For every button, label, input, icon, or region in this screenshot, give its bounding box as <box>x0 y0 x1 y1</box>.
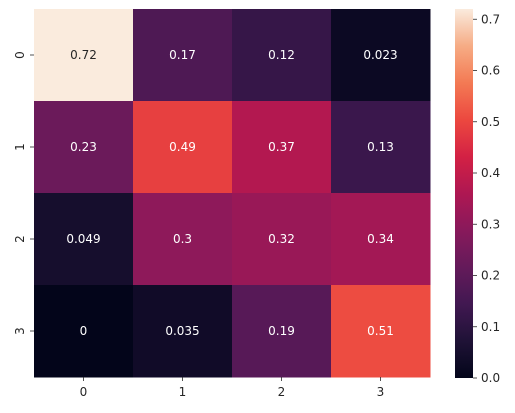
heatmap-cell-3-2 <box>232 285 332 378</box>
cell-annotation-0-1: 0.17 <box>169 48 196 62</box>
colorbar-tick-label-2: 0.2 <box>481 269 500 283</box>
y-tick-label-0: 0 <box>13 51 27 59</box>
y-tick-label-2: 2 <box>13 235 27 243</box>
cell-annotation-1-3: 0.13 <box>367 140 394 154</box>
heatmap-cells <box>34 9 431 378</box>
y-axis: 0 1 2 3 <box>13 51 34 335</box>
heatmap-cell-0-2 <box>232 9 332 102</box>
colorbar: 0.0 0.1 0.2 0.3 0.4 0.5 0.6 0.7 <box>455 9 500 385</box>
heatmap-cell-1-3 <box>331 101 431 194</box>
cell-annotation-2-3: 0.34 <box>367 232 394 246</box>
heatmap-cell-3-0 <box>34 285 134 378</box>
heatmap-cell-0-3 <box>331 9 431 102</box>
cell-annotation-3-3: 0.51 <box>367 324 394 338</box>
colorbar-tick-label-0: 0.0 <box>481 371 500 385</box>
colorbar-tick-label-1: 0.1 <box>481 320 500 334</box>
x-tick-label-3: 3 <box>377 385 385 399</box>
heatmap-cell-0-1 <box>133 9 233 102</box>
heatmap-cell-1-2 <box>232 101 332 194</box>
heatmap-cell-2-2 <box>232 193 332 286</box>
cell-annotation-2-1: 0.3 <box>173 232 192 246</box>
cell-annotation-2-0: 0.049 <box>66 232 100 246</box>
heatmap-cell-3-1 <box>133 285 233 378</box>
cell-annotation-2-2: 0.32 <box>268 232 295 246</box>
heatmap-cell-0-0 <box>34 9 134 102</box>
heatmap-cell-1-0 <box>34 101 134 194</box>
cell-annotation-1-0: 0.23 <box>70 140 97 154</box>
heatmap-cell-2-1 <box>133 193 233 286</box>
colorbar-tick-label-6: 0.6 <box>481 64 500 78</box>
x-axis: 0 1 2 3 <box>80 377 385 399</box>
colorbar-tick-label-5: 0.5 <box>481 115 500 129</box>
heatmap-cell-2-0 <box>34 193 134 286</box>
heatmap-annotations: 0.72 0.17 0.12 0.023 0.23 0.49 0.37 0.13 0.049 0.… <box>66 48 397 338</box>
heatmap-cell-1-1 <box>133 101 233 194</box>
cell-annotation-0-0: 0.72 <box>70 48 97 62</box>
colorbar-tick-label-7: 0.7 <box>481 12 500 26</box>
colorbar-gradient <box>455 9 473 378</box>
x-tick-label-0: 0 <box>80 385 88 399</box>
colorbar-tick-label-4: 0.4 <box>481 166 500 180</box>
x-tick-label-2: 2 <box>278 385 286 399</box>
heatmap-cell-2-3 <box>331 193 431 286</box>
cell-annotation-0-3: 0.023 <box>363 48 397 62</box>
cell-annotation-1-1: 0.49 <box>169 140 196 154</box>
cell-annotation-3-1: 0.035 <box>165 324 199 338</box>
y-tick-label-3: 3 <box>13 327 27 335</box>
cell-annotation-1-2: 0.37 <box>268 140 295 154</box>
y-tick-label-1: 1 <box>13 143 27 151</box>
cell-annotation-3-0: 0 <box>80 324 88 338</box>
heatmap-cell-3-3 <box>331 285 431 378</box>
colorbar-tick-label-3: 0.3 <box>481 217 500 231</box>
cell-annotation-3-2: 0.19 <box>268 324 295 338</box>
x-tick-label-1: 1 <box>179 385 187 399</box>
cell-annotation-0-2: 0.12 <box>268 48 295 62</box>
